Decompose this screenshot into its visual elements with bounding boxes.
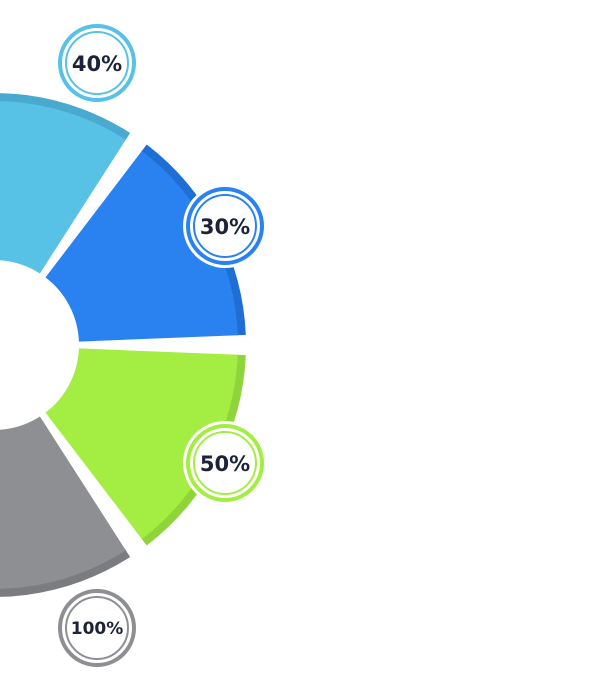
badge-ring-1: [58, 24, 136, 102]
badge-label-3: 50%: [200, 452, 250, 476]
donut-segment-1: [0, 101, 126, 274]
donut-segments: [0, 101, 238, 589]
badge-ring-3: [186, 424, 264, 502]
badge-ring-4: [58, 589, 136, 667]
badge-segment-4: 100%: [55, 586, 139, 670]
badge-inner-ring-1: [65, 31, 129, 95]
donut-segment-4: [0, 416, 126, 589]
badge-inner-ring-3: [193, 431, 257, 495]
badge-segment-1: 40%: [55, 21, 139, 105]
badge-segment-3: 50%: [183, 421, 267, 505]
badge-label-4: 100%: [71, 619, 124, 639]
badge-label-2: 30%: [200, 215, 250, 239]
donut-segment-3: [45, 348, 238, 540]
badge-inner-ring-4: [65, 596, 129, 660]
badge-label-1: 40%: [72, 52, 122, 76]
badge-segment-2: 30%: [183, 184, 267, 268]
badge-ring-2: [186, 187, 264, 265]
donut-segment-2: [45, 150, 238, 342]
badge-inner-ring-2: [193, 194, 257, 258]
